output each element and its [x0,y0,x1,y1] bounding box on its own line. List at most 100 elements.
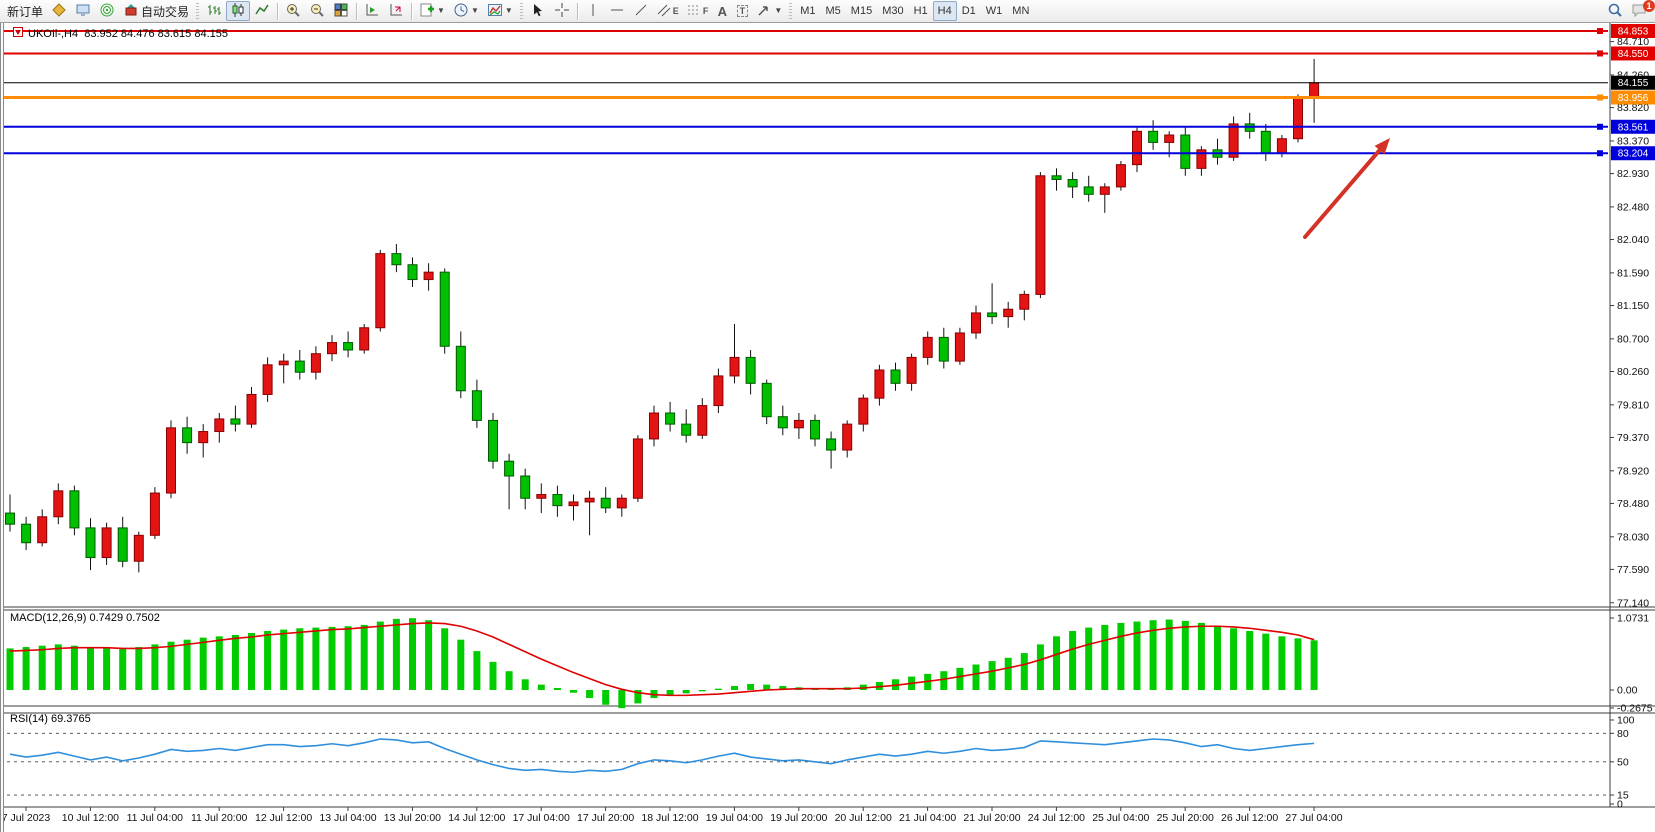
zoom-out-icon [309,2,325,21]
signals-button[interactable] [95,1,119,21]
rsi-indicator-label: RSI(14) 69.3765 [10,713,91,725]
candle-body [938,336,949,362]
text-button[interactable]: A [712,1,732,21]
time-label: 10 Jul 12:00 [62,812,119,824]
channel-letter: E [672,6,679,16]
candle-body [455,345,466,392]
candle-body [1309,82,1320,99]
search-button[interactable] [1603,1,1627,21]
new-chart-dropdown[interactable]: ▼ [415,1,449,21]
templates-dropdown[interactable]: ▼ [483,1,517,21]
time-label: 17 Jul 04:00 [513,812,570,824]
candle-body [954,332,965,362]
crosshair-button[interactable] [550,1,574,21]
macd-histogram-bar [457,639,465,690]
bar-chart-type-button[interactable] [202,1,226,21]
channel-button[interactable]: E [653,1,683,21]
zoom-in-button[interactable] [281,1,305,21]
arrow-shape-icon [756,2,772,21]
macd-histogram-bar [70,645,78,690]
time-label: 21 Jul 20:00 [963,812,1020,824]
time-label: 13 Jul 04:00 [319,812,376,824]
chevron-down-icon: ▼ [470,6,479,15]
timeframe-h4-button[interactable]: H4 [932,1,957,21]
horizontal-line-button[interactable] [605,1,629,21]
macd-histogram-bar [714,688,722,690]
zoom-out-button[interactable] [305,1,329,21]
line-anchor-handle[interactable] [1597,150,1603,157]
candle-body [133,534,144,562]
candle-body [1276,138,1287,155]
price-tick-label: 83.370 [1617,135,1649,147]
charts-button[interactable] [47,1,71,21]
timeframe-d1-button[interactable]: D1 [957,1,981,21]
macd-histogram-bar [521,679,529,690]
new-order-button[interactable]: 新订单 [3,1,47,21]
periods-dropdown[interactable]: ▼ [449,1,483,21]
autotrading-icon [123,2,139,21]
tile-windows-button[interactable] [329,1,353,21]
candle-body [890,369,901,384]
macd-histogram-bar [988,661,996,690]
macd-histogram-bar [441,628,449,690]
chart-shift-icon [388,2,404,21]
candle-body [504,460,515,477]
chart-shift-button[interactable] [384,1,408,21]
candle-body [198,431,209,444]
candle-body [359,327,370,351]
fibonacci-button[interactable]: F [683,1,713,21]
candle-body [987,312,998,318]
toolbar-grip [519,3,523,19]
candle-body [101,527,112,559]
macd-histogram-bar [409,618,416,690]
macd-histogram-bar [570,690,577,693]
timeframe-h1-button[interactable]: H1 [909,1,933,21]
chart-canvas[interactable]: 84.71084.26083.82083.37082.93082.48082.0… [0,23,1655,832]
macd-histogram-bar [1310,640,1318,690]
timeframe-m30-button[interactable]: M30 [877,1,908,21]
macd-histogram-bar [425,620,433,690]
candle-body [439,271,450,347]
candle-body [149,492,160,536]
rsi-layer [0,732,1610,796]
macd-histogram-bar [1020,653,1028,690]
timeframe-mn-button[interactable]: MN [1007,1,1034,21]
line-anchor-handle[interactable] [1597,50,1603,57]
candle-body [117,527,128,562]
candle-body [423,271,434,281]
candle-body [1003,308,1014,318]
timeframe-w1-button[interactable]: W1 [981,1,1008,21]
arrows-dropdown[interactable]: ▼ [752,1,786,21]
candle-body [69,490,80,529]
candle-body [858,397,869,425]
symbol-marker-icon [13,27,23,40]
window-splitter[interactable] [0,23,4,832]
notifications-button[interactable]: 1 [1627,0,1655,21]
trendline-button[interactable] [629,1,653,21]
line-chart-type-button[interactable] [250,1,274,21]
macd-histogram-bar [87,647,94,690]
candle-body [343,342,354,351]
macd-histogram-bar [264,630,272,690]
line-anchor-handle[interactable] [1597,94,1603,101]
chevron-down-icon: ▼ [504,6,513,15]
candle-body [1148,130,1159,143]
autotrading-button[interactable]: 自动交易 [119,1,193,21]
candlestick-chart-type-button[interactable] [226,1,251,21]
line-anchor-handle[interactable] [1597,28,1603,35]
trend-arrow[interactable] [1303,138,1390,239]
timeframe-m15-button[interactable]: M15 [846,1,877,21]
candle-body [1196,149,1207,169]
auto-arrange-button[interactable] [360,1,384,21]
candle-body [278,360,289,366]
text-label-button[interactable]: T [732,1,752,21]
price-tick-label: 77.140 [1617,597,1649,609]
timeframe-m1-button[interactable]: M1 [795,1,820,21]
line-anchor-handle[interactable] [1597,123,1603,130]
cursor-button[interactable] [526,1,550,21]
timeframe-m5-button[interactable]: M5 [821,1,846,21]
macd-histogram-bar [602,690,610,705]
vertical-line-button[interactable] [581,1,605,21]
crosshair-icon [554,2,570,21]
terminal-button[interactable] [71,1,95,21]
